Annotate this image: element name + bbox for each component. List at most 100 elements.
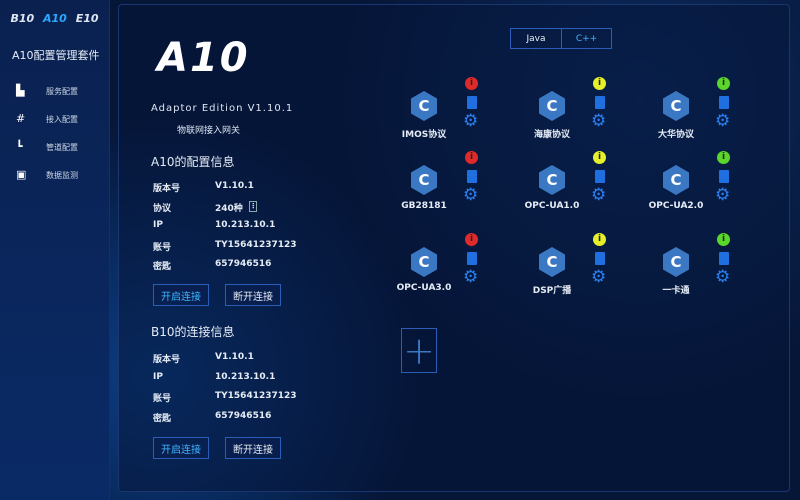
a10-info-title: A10的配置信息	[151, 155, 235, 169]
protocol-label: IMOS协议	[401, 130, 447, 140]
sidebar-item-label: 接入配置	[46, 114, 78, 124]
gear-icon[interactable]: ⚙	[715, 111, 731, 131]
document-icon[interactable]	[467, 170, 477, 183]
gear-icon[interactable]: ⚙	[591, 111, 607, 131]
info-value: 10.213.10.1	[215, 371, 276, 382]
protocol-label: 一卡通	[662, 286, 690, 296]
protocol-tile[interactable]: C OPC-UA3.0 i ⚙	[397, 233, 509, 317]
sidebar-item-pipe-config[interactable]: ┗ 管道配置	[0, 133, 109, 161]
gear-icon[interactable]: ⚙	[463, 267, 479, 287]
brand-a10[interactable]: A10	[43, 12, 67, 25]
status-info-icon[interactable]: i	[593, 77, 606, 90]
cpp-icon: C	[663, 91, 689, 121]
protocol-tile[interactable]: C DSP广播 i ⚙	[527, 233, 637, 317]
info-value: V1.10.1	[215, 352, 254, 362]
status-info-icon[interactable]: i	[465, 77, 478, 90]
info-row: 协议 240种 ⋮	[153, 200, 257, 214]
more-icon[interactable]: ⋮	[248, 200, 257, 212]
brand-e10[interactable]: E10	[75, 12, 99, 25]
sidebar-item-label: 数据监测	[46, 170, 78, 180]
tab-java[interactable]: Java	[526, 33, 546, 44]
gear-icon[interactable]: ⚙	[463, 185, 479, 205]
gear-icon[interactable]: ⚙	[715, 185, 731, 205]
info-value: TY15641237123	[215, 239, 297, 250]
info-value: TY15641237123	[215, 391, 297, 401]
suite-title: A10配置管理套件	[12, 49, 100, 62]
cpp-icon: C	[411, 247, 437, 277]
document-icon[interactable]	[595, 170, 605, 183]
sidebar-item-data-monitor[interactable]: ▣ 数据监测	[0, 161, 109, 189]
status-info-icon[interactable]: i	[593, 151, 606, 164]
sidebar-nav: ▙ 服务配置 # 接入配置 ┗ 管道配置 ▣ 数据监测	[0, 77, 109, 189]
cpp-icon: C	[411, 165, 437, 195]
cpp-icon: C	[539, 247, 565, 277]
protocol-tile[interactable]: C IMOS协议 i ⚙	[399, 77, 509, 161]
protocol-tile[interactable]: C OPC-UA1.0 i ⚙	[525, 151, 637, 235]
brand-b10[interactable]: B10	[10, 12, 35, 25]
protocol-label: OPC-UA1.0	[524, 201, 580, 211]
info-key: IP	[153, 220, 163, 230]
info-row: 密匙 657946516	[153, 259, 271, 272]
status-info-icon[interactable]: i	[465, 233, 478, 246]
document-icon[interactable]	[467, 96, 477, 109]
document-icon[interactable]	[719, 170, 729, 183]
info-key: 账号	[153, 394, 172, 404]
main-panel: A10 Adaptor Edition V1.10.1 物联网接入网关 A10的…	[118, 4, 790, 492]
sidebar-item-label: 管道配置	[46, 142, 78, 152]
info-row: IP 10.213.10.1	[153, 372, 275, 382]
document-icon[interactable]	[719, 252, 729, 265]
b10-disconnect-button[interactable]: 断开连接	[225, 437, 281, 459]
info-value: 240种	[215, 203, 243, 214]
cpp-icon: C	[539, 165, 565, 195]
info-row: IP 10.213.10.1	[153, 220, 275, 230]
sidebar-item-access-config[interactable]: # 接入配置	[0, 105, 109, 133]
monitor-icon: ▣	[16, 168, 27, 181]
a10-connect-button[interactable]: 开启连接	[153, 284, 209, 306]
protocol-tile[interactable]: C 大华协议 i ⚙	[651, 77, 761, 161]
document-icon[interactable]	[467, 252, 477, 265]
add-protocol-button[interactable]: +	[401, 328, 437, 373]
brand-switcher: B10 A10 E10	[0, 0, 109, 25]
status-info-icon[interactable]: i	[717, 151, 730, 164]
document-icon[interactable]	[719, 96, 729, 109]
info-row: 账号 TY15641237123	[153, 391, 297, 404]
document-icon[interactable]	[595, 252, 605, 265]
grid-icon: #	[16, 112, 26, 125]
status-info-icon[interactable]: i	[593, 233, 606, 246]
protocol-label: 海康协议	[533, 130, 570, 140]
tab-cpp[interactable]: C++	[561, 29, 611, 48]
info-key: 账号	[153, 242, 172, 253]
info-row: 版本号 V1.10.1	[153, 181, 254, 194]
info-key: 版本号	[153, 355, 181, 365]
status-info-icon[interactable]: i	[717, 77, 730, 90]
edition-text: Adaptor Edition V1.10.1	[151, 103, 294, 114]
protocol-tile[interactable]: C 一卡通 i ⚙	[651, 233, 761, 317]
a10-disconnect-button[interactable]: 断开连接	[225, 284, 281, 306]
info-value: 10.213.10.1	[215, 220, 276, 230]
cpp-icon: C	[663, 165, 689, 195]
status-info-icon[interactable]: i	[717, 233, 730, 246]
protocol-label: OPC-UA2.0	[648, 201, 704, 211]
b10-connect-button[interactable]: 开启连接	[153, 437, 209, 459]
protocol-tile[interactable]: C GB28181 i ⚙	[399, 151, 509, 235]
info-row: 版本号 V1.10.1	[153, 352, 254, 365]
gear-icon[interactable]: ⚙	[715, 267, 731, 287]
sidebar: B10 A10 E10 A10配置管理套件 ▙ 服务配置 # 接入配置 ┗ 管道配置 …	[0, 0, 110, 500]
gear-icon[interactable]: ⚙	[591, 185, 607, 205]
gear-icon[interactable]: ⚙	[591, 267, 607, 287]
protocol-tile[interactable]: C OPC-UA2.0 i ⚙	[649, 151, 761, 235]
info-row: 账号 TY15641237123	[153, 240, 297, 253]
info-row: 密匙 657946516	[153, 411, 271, 424]
document-icon[interactable]	[595, 96, 605, 109]
cpp-icon: C	[411, 91, 437, 121]
sidebar-item-service-config[interactable]: ▙ 服务配置	[0, 77, 109, 105]
status-info-icon[interactable]: i	[465, 151, 478, 164]
info-value: 657946516	[215, 259, 272, 269]
b10-info-title: B10的连接信息	[151, 325, 235, 339]
gear-icon[interactable]: ⚙	[463, 111, 479, 131]
protocol-tile[interactable]: C 海康协议 i ⚙	[527, 77, 637, 161]
cpp-icon: C	[539, 91, 565, 121]
protocol-label: OPC-UA3.0	[396, 283, 452, 293]
protocol-label: DSP广播	[532, 286, 572, 296]
info-key: 协议	[153, 203, 172, 214]
